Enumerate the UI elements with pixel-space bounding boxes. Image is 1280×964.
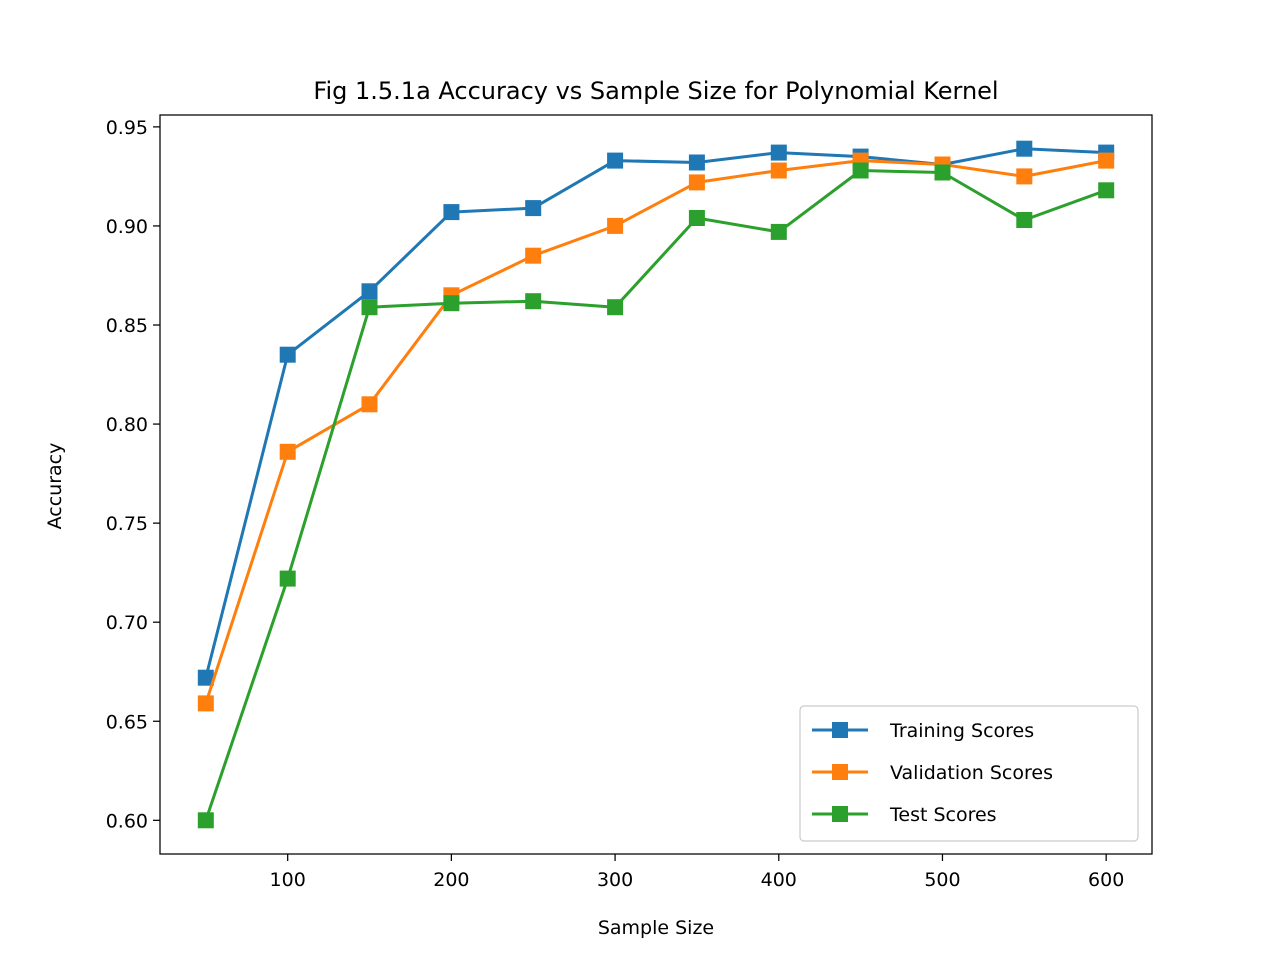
data-point-marker — [443, 204, 460, 221]
data-point-marker — [279, 346, 296, 363]
x-tick-label: 100 — [270, 869, 306, 891]
data-point-marker — [934, 164, 951, 181]
data-point-marker — [197, 695, 214, 712]
data-point-marker — [525, 247, 542, 264]
data-point-marker — [361, 396, 378, 413]
y-tick-label: 0.65 — [106, 711, 148, 733]
legend-label: Validation Scores — [890, 762, 1053, 784]
data-point-marker — [1016, 140, 1033, 157]
legend-label: Test Scores — [889, 804, 997, 826]
data-point-marker — [1098, 152, 1115, 169]
series-3 — [197, 162, 1115, 829]
series-line — [204, 159, 1107, 704]
legend-marker — [832, 806, 848, 822]
data-point-marker — [688, 210, 705, 226]
y-tick-label: 0.90 — [106, 216, 148, 238]
x-tick-label: 200 — [433, 869, 469, 891]
series-layer — [197, 140, 1115, 829]
y-tick-label: 0.85 — [106, 315, 148, 337]
data-point-marker — [688, 154, 705, 171]
series-line — [204, 147, 1107, 679]
x-tick-label: 300 — [597, 869, 633, 891]
data-point-marker — [443, 295, 460, 312]
legend: Training Scores Validation Scores Test Sco… — [799, 705, 1139, 842]
data-point-marker — [1016, 212, 1033, 228]
data-point-marker — [361, 299, 378, 316]
data-point-marker — [197, 812, 214, 829]
plot-frame — [159, 114, 1153, 855]
data-point-marker — [688, 174, 705, 191]
data-point-marker — [607, 217, 624, 234]
x-axis-ticks: 100 200 300 400 500 600 — [270, 854, 1124, 891]
y-tick-label: 0.95 — [106, 117, 148, 139]
x-tick-label: 500 — [924, 869, 960, 891]
data-point-marker — [1016, 168, 1033, 185]
data-point-marker — [279, 570, 296, 587]
legend-marker — [832, 764, 848, 780]
data-point-marker — [197, 669, 214, 686]
legend-box — [799, 705, 1139, 842]
data-point-marker — [852, 162, 869, 179]
y-tick-label: 0.80 — [106, 414, 148, 436]
x-tick-label: 400 — [761, 869, 797, 891]
y-axis-ticks: 0.60 0.65 0.70 0.75 0.80 0.85 0.90 0.95 — [106, 117, 160, 832]
data-point-marker — [279, 443, 296, 460]
y-tick-label: 0.75 — [106, 513, 148, 535]
data-point-marker — [607, 299, 624, 316]
data-point-marker — [1098, 182, 1115, 199]
data-point-marker — [770, 223, 787, 240]
data-point-marker — [525, 293, 542, 310]
chart-title: Fig 1.5.1a Accuracy vs Sample Size for P… — [313, 77, 998, 105]
data-point-marker — [607, 152, 624, 169]
x-axis-label: Sample Size — [598, 917, 714, 939]
legend-marker — [832, 722, 848, 738]
data-point-marker — [770, 144, 787, 161]
data-point-marker — [525, 200, 542, 217]
y-axis-label: Accuracy — [44, 443, 66, 530]
x-tick-label: 600 — [1088, 869, 1124, 891]
y-tick-label: 0.70 — [106, 612, 148, 634]
data-point-marker — [770, 162, 787, 179]
y-tick-label: 0.60 — [106, 810, 148, 832]
legend-label: Training Scores — [889, 720, 1034, 742]
data-point-marker — [361, 283, 378, 300]
series-line — [204, 169, 1107, 821]
